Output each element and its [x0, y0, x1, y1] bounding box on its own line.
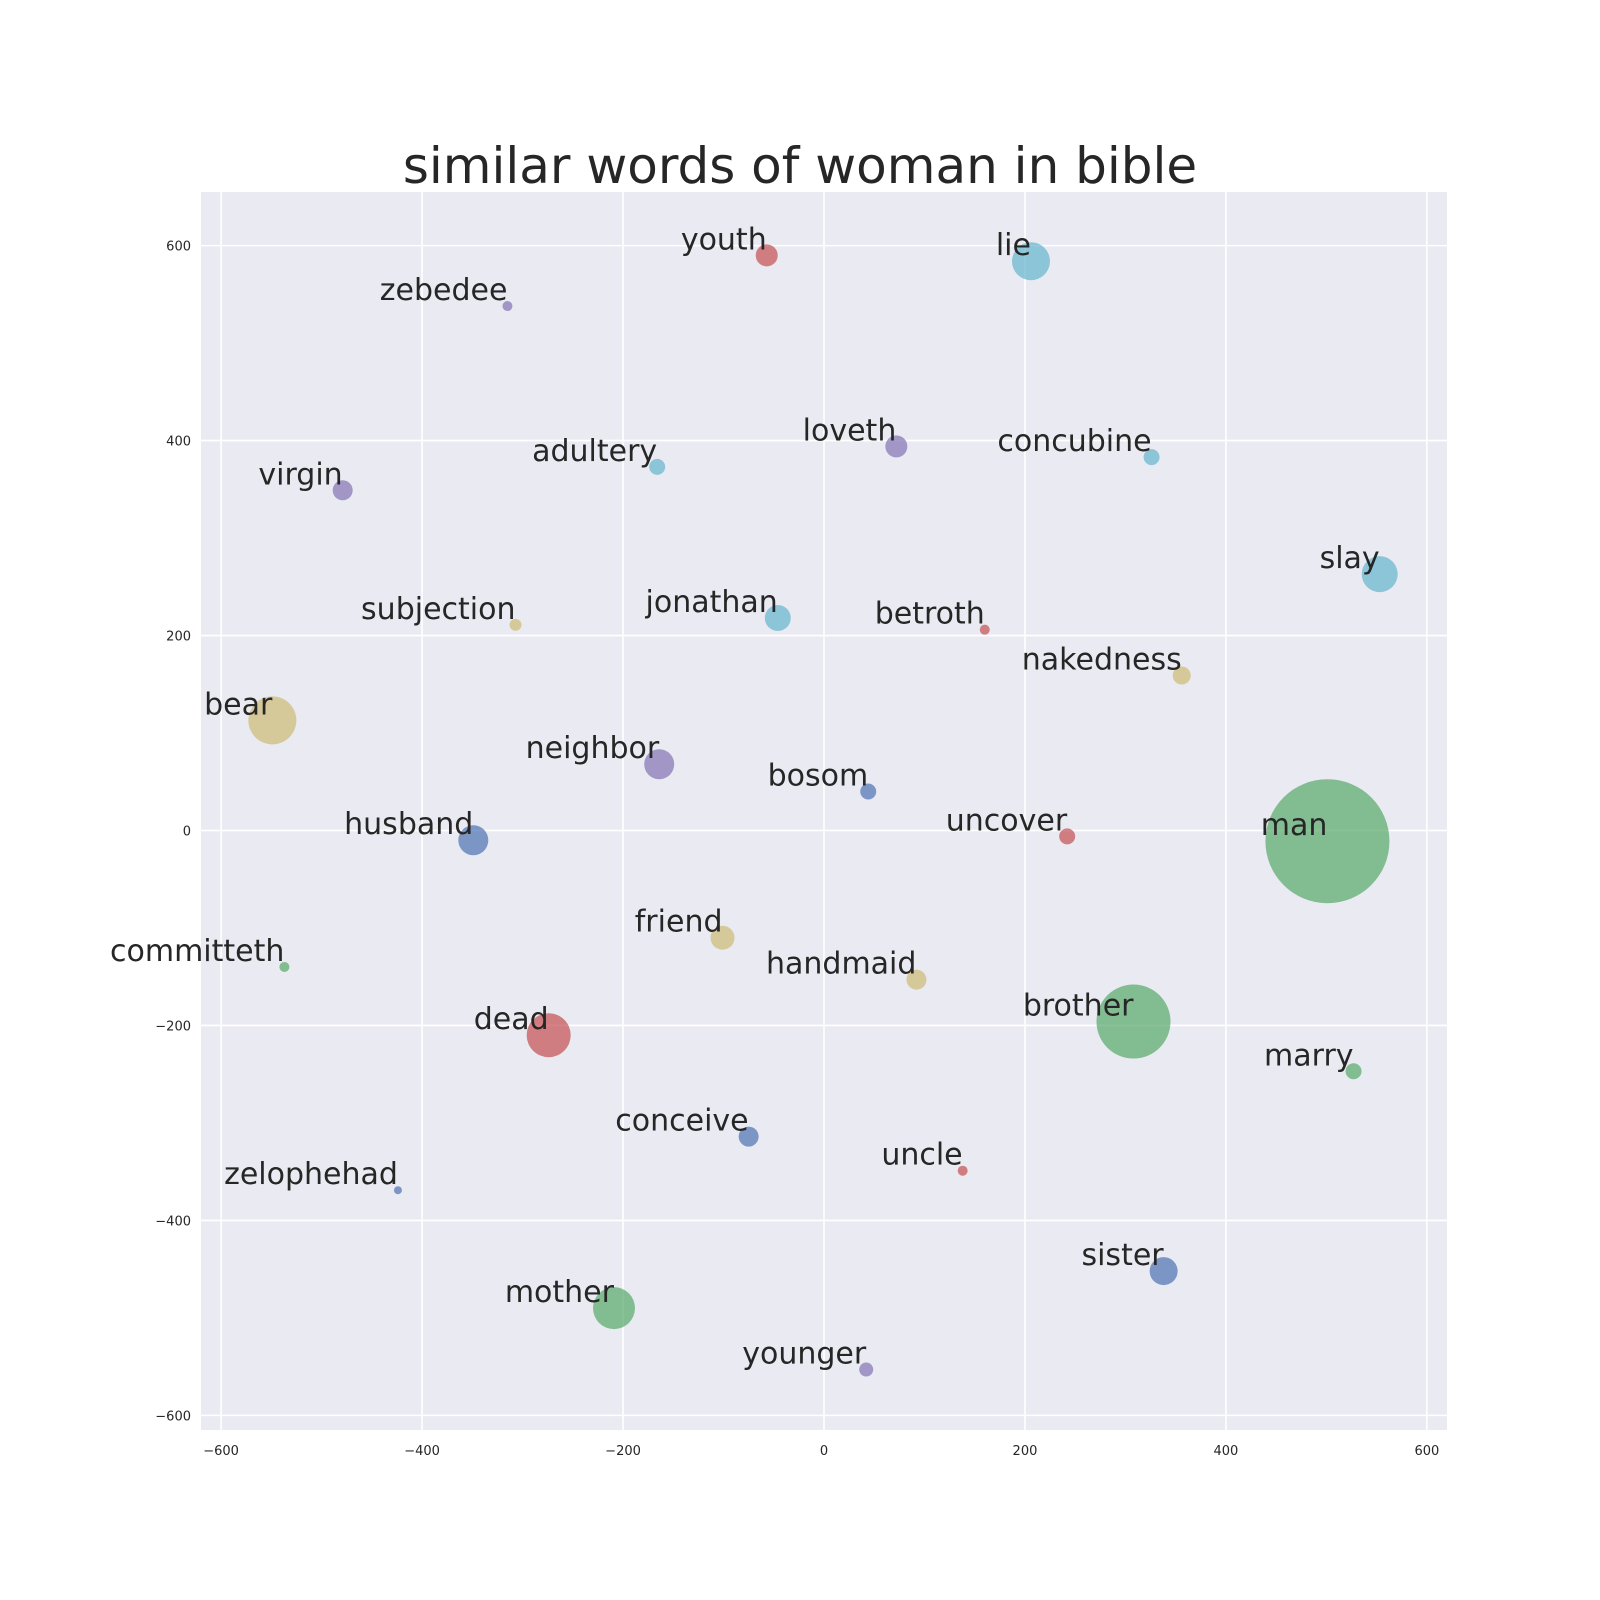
x-tick-label: 600 [1414, 1444, 1439, 1459]
word-label-mother: mother [505, 1275, 615, 1310]
data-point-committeth [279, 961, 290, 972]
word-label-slay: slay [1320, 541, 1380, 576]
data-point-loveth [885, 435, 908, 458]
word-label-brother: brother [1023, 989, 1134, 1024]
data-point-jonathan [764, 604, 791, 631]
word-label-adultery: adultery [532, 434, 657, 469]
word-label-handmaid: handmaid [766, 947, 916, 982]
data-point-subjection [509, 618, 522, 631]
data-point-younger [859, 1362, 874, 1377]
y-tick-label: 0 [183, 824, 191, 839]
point-labels: youth zebedee lie adultery loveth concubine vi… [110, 222, 1380, 1371]
word-label-virgin: virgin [258, 457, 342, 492]
data-point-uncover [1059, 828, 1076, 845]
word-label-bosom: bosom [768, 759, 869, 794]
x-tick-label: 200 [1013, 1444, 1038, 1459]
word-label-neighbor: neighbor [526, 731, 660, 766]
y-tick-label: −600 [155, 1409, 191, 1424]
data-point-uncle [957, 1165, 968, 1176]
word-label-friend: friend [635, 905, 723, 940]
x-tick-label: 400 [1214, 1444, 1239, 1459]
y-tick-label: 400 [166, 435, 191, 450]
word-label-subjection: subjection [361, 592, 515, 627]
data-point-conceive [738, 1126, 759, 1147]
data-point-virgin [332, 480, 353, 501]
data-point-zebedee [502, 301, 513, 312]
data-point-husband [458, 825, 489, 856]
word-label-man: man [1261, 808, 1328, 843]
data-point-friend [710, 925, 735, 950]
data-point-youth [755, 244, 778, 267]
word-label-committeth: committeth [110, 934, 284, 969]
word-label-nakedness: nakedness [1022, 643, 1182, 678]
data-point-brother [1096, 984, 1171, 1059]
word-label-bear: bear [204, 687, 273, 722]
grid-lines [201, 192, 1447, 1430]
data-point-nakedness [1172, 666, 1191, 685]
data-point-lie [1011, 242, 1050, 281]
data-point-mother [592, 1287, 635, 1330]
y-tick-label: 200 [166, 630, 191, 645]
word-label-husband: husband [344, 807, 473, 842]
x-tick-label: −200 [605, 1444, 641, 1459]
word-label-jonathan: jonathan [645, 585, 778, 620]
y-tick-label: −200 [155, 1019, 191, 1034]
x-tick-label: −600 [203, 1444, 239, 1459]
word-label-loveth: loveth [803, 413, 897, 448]
data-points [248, 242, 1398, 1377]
word-label-sister: sister [1081, 1238, 1164, 1273]
word-label-concubine: concubine [997, 424, 1151, 459]
word-label-younger: younger [742, 1337, 867, 1372]
word-label-uncover: uncover [946, 803, 1068, 838]
chart-title: similar words of woman in bible [402, 137, 1198, 195]
axis-ticks: −600 −400 −200 0 200 400 600 −600 −400 −200 0 200 40… [155, 240, 1439, 1459]
data-point-dead [526, 1013, 571, 1058]
word-label-conceive: conceive [615, 1104, 748, 1139]
data-point-neighbor [644, 749, 675, 780]
data-point-slay [1361, 556, 1398, 593]
word-label-betroth: betroth [875, 597, 985, 632]
word-label-dead: dead [474, 1002, 549, 1037]
data-point-man [1265, 779, 1390, 904]
word-label-zelophehad: zelophehad [224, 1157, 398, 1192]
x-tick-label: −400 [404, 1444, 440, 1459]
data-point-zelophehad [393, 1186, 402, 1195]
word-label-marry: marry [1264, 1038, 1354, 1073]
data-point-bosom [860, 783, 877, 800]
data-point-handmaid [906, 969, 927, 990]
x-tick-label: 0 [820, 1444, 828, 1459]
y-tick-label: 600 [166, 240, 191, 255]
word-label-zebedee: zebedee [380, 273, 508, 308]
data-point-sister [1149, 1257, 1178, 1286]
data-point-betroth [979, 624, 990, 635]
word-label-lie: lie [996, 228, 1031, 263]
data-point-concubine [1143, 449, 1160, 466]
word-label-youth: youth [681, 222, 767, 257]
data-point-bear [248, 696, 297, 745]
word-label-uncle: uncle [881, 1138, 962, 1173]
data-point-adultery [649, 458, 666, 475]
y-tick-label: −400 [155, 1214, 191, 1229]
data-point-marry [1345, 1063, 1362, 1080]
